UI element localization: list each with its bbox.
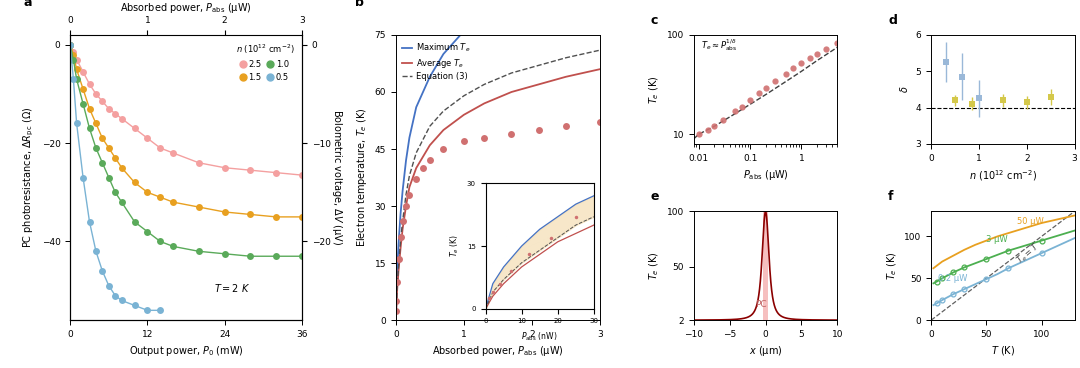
- Average $T_e$: [559, 75, 572, 79]
- Equation (3): [532, 63, 545, 68]
- Y-axis label: Electron temperature, $T_e$ (K): Electron temperature, $T_e$ (K): [355, 108, 369, 247]
- Text: d: d: [888, 14, 897, 27]
- Maximum $T_e$: [477, 14, 490, 18]
- Text: PC: PC: [756, 300, 767, 309]
- Bar: [764, 211, 768, 320]
- X-axis label: $n$ (10$^{12}$ cm$^{-2}$): $n$ (10$^{12}$ cm$^{-2}$): [969, 168, 1037, 183]
- X-axis label: $T$ (K): $T$ (K): [990, 344, 1015, 357]
- Text: e: e: [651, 190, 659, 204]
- Maximum $T_e$: [392, 242, 405, 246]
- Equation (3): [593, 48, 606, 52]
- Text: $T = 2$ K: $T = 2$ K: [214, 282, 251, 294]
- Average $T_e$: [400, 204, 413, 208]
- Y-axis label: $T_e$ (K): $T_e$ (K): [648, 251, 661, 280]
- Text: b: b: [355, 0, 364, 10]
- Average $T_e$: [396, 227, 409, 231]
- Equation (3): [392, 265, 405, 269]
- Average $T_e$: [505, 90, 518, 94]
- Average $T_e$: [423, 143, 436, 148]
- Line: Maximum $T_e$: Maximum $T_e$: [395, 0, 599, 320]
- Equation (3): [394, 238, 407, 243]
- Text: a: a: [24, 0, 32, 10]
- Text: $T_e = T$: $T_e = T$: [1014, 240, 1043, 267]
- Maximum $T_e$: [400, 158, 413, 163]
- Y-axis label: $T_e$ (K): $T_e$ (K): [648, 75, 661, 104]
- Equation (3): [400, 192, 413, 197]
- Text: c: c: [651, 14, 658, 27]
- Maximum $T_e$: [437, 52, 450, 56]
- Text: 0.2 μW: 0.2 μW: [939, 274, 968, 283]
- Equation (3): [389, 318, 402, 322]
- Maximum $T_e$: [457, 29, 470, 33]
- Average $T_e$: [392, 269, 405, 273]
- X-axis label: Absorbed power, $P_\mathrm{abs}$ (μW): Absorbed power, $P_\mathrm{abs}$ (μW): [432, 344, 564, 358]
- Maximum $T_e$: [403, 135, 416, 140]
- X-axis label: $P_\mathrm{abs}$ (μW): $P_\mathrm{abs}$ (μW): [743, 168, 788, 182]
- Equation (3): [505, 71, 518, 75]
- Maximum $T_e$: [389, 318, 402, 322]
- Maximum $T_e$: [394, 212, 407, 216]
- Average $T_e$: [532, 82, 545, 86]
- Legend: Maximum $T_e$, Average $T_e$, Equation (3): Maximum $T_e$, Average $T_e$, Equation (…: [400, 39, 473, 84]
- Text: 50 μW: 50 μW: [1017, 217, 1044, 226]
- Average $T_e$: [457, 113, 470, 117]
- Y-axis label: PC photoresistance, $\Delta R_\mathrm{pc}$ (Ω): PC photoresistance, $\Delta R_\mathrm{pc…: [22, 107, 36, 248]
- Equation (3): [437, 109, 450, 113]
- Maximum $T_e$: [391, 269, 404, 273]
- Line: Equation (3): Equation (3): [395, 50, 599, 320]
- Average $T_e$: [394, 246, 407, 250]
- Text: $T_e \approx P_\mathrm{abs}^{1/\delta}$: $T_e \approx P_\mathrm{abs}^{1/\delta}$: [701, 37, 738, 53]
- Average $T_e$: [437, 128, 450, 132]
- Average $T_e$: [409, 166, 422, 170]
- Legend: 2.5, 1.5, 1.0, 0.5: 2.5, 1.5, 1.0, 0.5: [232, 39, 298, 85]
- Equation (3): [403, 173, 416, 178]
- Equation (3): [396, 219, 409, 223]
- Equation (3): [477, 82, 490, 86]
- Y-axis label: $T_e$ (K): $T_e$ (K): [885, 251, 899, 280]
- Average $T_e$: [477, 101, 490, 106]
- Average $T_e$: [391, 287, 404, 292]
- Equation (3): [391, 284, 404, 288]
- Average $T_e$: [593, 67, 606, 71]
- Y-axis label: $\delta$: $\delta$: [899, 86, 910, 93]
- X-axis label: $x$ (μm): $x$ (μm): [748, 344, 782, 358]
- Average $T_e$: [389, 318, 402, 322]
- Equation (3): [559, 56, 572, 60]
- Equation (3): [423, 124, 436, 128]
- Line: Average $T_e$: Average $T_e$: [395, 69, 599, 320]
- X-axis label: Absorbed power, $P_\mathrm{abs}$ (μW): Absorbed power, $P_\mathrm{abs}$ (μW): [120, 1, 252, 15]
- Text: f: f: [888, 190, 893, 204]
- Average $T_e$: [403, 185, 416, 189]
- Equation (3): [409, 151, 422, 155]
- Maximum $T_e$: [396, 189, 409, 193]
- Text: 3 μW: 3 μW: [986, 235, 1008, 244]
- Equation (3): [457, 93, 470, 98]
- Maximum $T_e$: [423, 75, 436, 79]
- Maximum $T_e$: [409, 105, 422, 109]
- Y-axis label: Bolometric voltage, $\Delta V$ (μV): Bolometric voltage, $\Delta V$ (μV): [330, 109, 345, 246]
- X-axis label: Output power, $P_0$ (mW): Output power, $P_0$ (mW): [129, 344, 243, 358]
